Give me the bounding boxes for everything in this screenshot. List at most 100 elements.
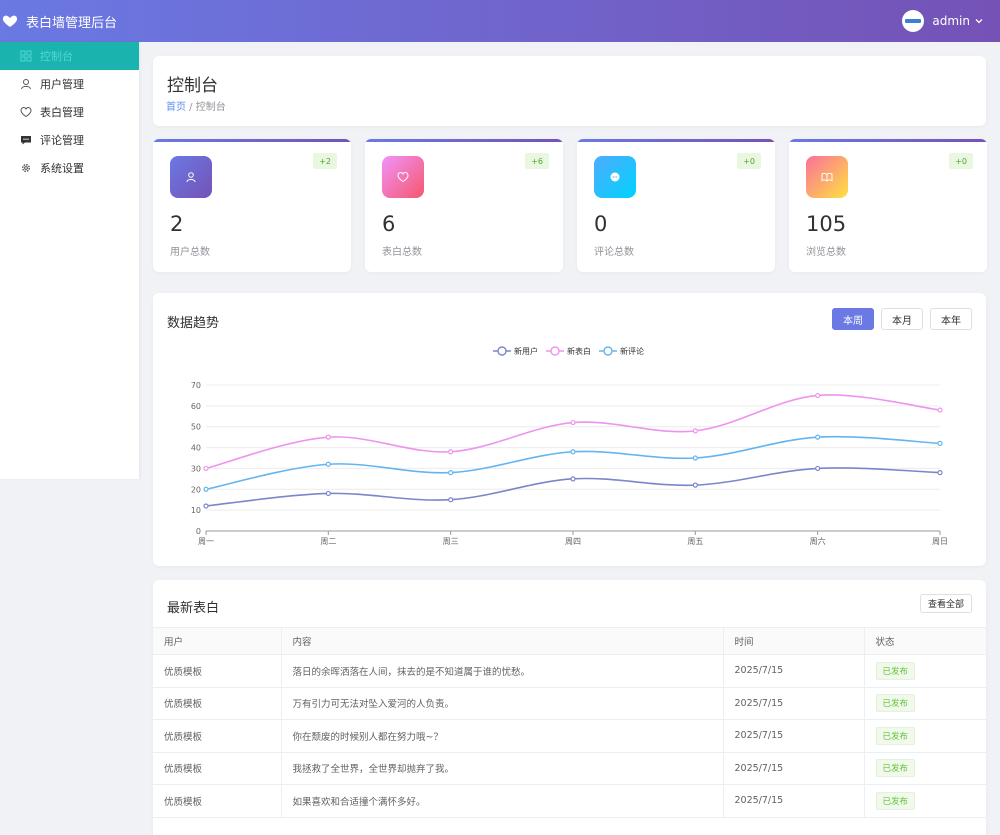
gear-icon [20, 162, 32, 174]
sidebar-item-label: 评论管理 [40, 134, 84, 147]
stat-card-views: +0 105 浏览总数 [789, 139, 987, 272]
data-point [325, 434, 331, 440]
cell-time: 2025/7/15 [722, 752, 864, 785]
stat-label: 表白总数 [382, 247, 422, 258]
y-tick-label: 20 [191, 485, 201, 494]
brand[interactable]: 表白墙管理后台 [2, 0, 117, 42]
status-badge: 已发布 [875, 726, 916, 745]
trend-line-chart: 0 10 20 30 40 50 60 70 周一 周二 周三 周四 周五 周六 周日 新用户 新表白 新评论 [191, 346, 948, 546]
trend-chart-card: 0 10 20 30 40 50 60 70 周一 周二 周三 周四 周五 周六 周日 新用户 新表白 新评论 数… [153, 293, 986, 566]
cell-time: 2025/7/15 [722, 687, 864, 720]
top-header: 表白墙管理后台 admin [0, 0, 1000, 42]
y-tick-label: 10 [191, 506, 201, 515]
status-badge: 已发布 [875, 661, 916, 680]
cell-content: 如果喜欢和合适撞个满怀多好。 [280, 784, 723, 818]
cell-time: 2025/7/15 [722, 784, 864, 818]
cell-status: 已发布 [863, 654, 986, 688]
stat-card-comments: +0 0 评论总数 [577, 139, 775, 272]
heart-icon [20, 106, 32, 118]
data-point [570, 449, 576, 455]
legend-label: 新用户 [514, 346, 538, 356]
username[interactable]: admin [932, 14, 970, 28]
stat-delta: +2 [313, 153, 337, 169]
table-row[interactable]: 优质模板 落日的余晖洒落在人间，抹去的是不知道属于谁的忧愁。 2025/7/15… [153, 654, 986, 688]
range-month-button[interactable]: 本月 [881, 308, 923, 330]
avatar[interactable] [902, 10, 925, 32]
sidebar-item-label: 表白管理 [40, 106, 84, 119]
sidebar: 控制台 用户管理 表白管理 评论管理 系统设置 [0, 42, 139, 479]
sidebar-item-dashboard[interactable]: 控制台 [0, 42, 139, 70]
sidebar-item-comments[interactable]: 评论管理 [0, 126, 139, 154]
data-point [203, 503, 209, 509]
x-tick-label: 周三 [443, 537, 459, 546]
page-header-card: 控制台 [153, 56, 986, 126]
x-tick-label: 周四 [565, 537, 581, 546]
legend-swatch-marker [603, 346, 613, 356]
stat-label: 浏览总数 [806, 247, 846, 258]
cell-user: 优质模板 [153, 719, 281, 753]
x-tick-label: 周五 [687, 537, 703, 546]
table-header-row: 用户 内容 时间 状态 [153, 627, 986, 655]
y-tick-label: 70 [191, 381, 201, 390]
table-row[interactable]: 优质模板 万有引力可无法对坠入爱河的人负责。 2025/7/15 已发布 [153, 687, 986, 720]
data-point [203, 486, 209, 492]
x-tick-label: 周二 [320, 537, 336, 546]
table-row[interactable]: 优质模板 我拯救了全世界，全世界却抛弃了我。 2025/7/15 已发布 [153, 752, 986, 785]
data-point [815, 465, 821, 472]
page-title: 控制台 [167, 76, 218, 96]
data-point [570, 419, 576, 426]
legend-swatch-marker [550, 346, 560, 356]
range-week-button[interactable]: 本周 [832, 308, 874, 330]
data-point [815, 392, 821, 399]
view-all-button[interactable]: 查看全部 [919, 594, 972, 613]
cell-user: 优质模板 [153, 687, 281, 720]
table-row[interactable]: 优质模板 如果喜欢和合适撞个满怀多好。 2025/7/15 已发布 [153, 784, 986, 818]
stat-label: 用户总数 [170, 247, 210, 258]
cell-user: 优质模板 [153, 752, 281, 785]
breadcrumb-current: 控制台 [195, 102, 226, 113]
y-tick-label: 40 [191, 444, 201, 453]
y-tick-label: 60 [191, 402, 201, 411]
legend-swatch-marker [497, 346, 507, 356]
dashboard-icon [20, 50, 32, 62]
breadcrumb: 首页 / 控制台 [166, 98, 226, 113]
cell-content: 落日的余晖洒落在人间，抹去的是不知道属于谁的忧愁。 [280, 654, 723, 688]
user-menu[interactable]: admin [902, 0, 984, 42]
data-point [937, 440, 943, 446]
data-point [815, 434, 821, 440]
data-point [325, 461, 331, 467]
cell-content: 我拯救了全世界，全世界却抛弃了我。 [280, 752, 723, 785]
status-badge: 已发布 [875, 759, 916, 778]
user-icon [170, 156, 212, 198]
data-point [692, 455, 698, 461]
cell-status: 已发布 [863, 752, 986, 785]
breadcrumb-separator: / [186, 102, 196, 113]
chevron-down-icon[interactable] [974, 16, 984, 26]
y-tick-label: 0 [196, 527, 201, 536]
stat-delta: +0 [737, 153, 761, 169]
x-tick-label: 周六 [810, 536, 826, 546]
x-tick-label: 周日 [932, 537, 948, 546]
cell-time: 2025/7/15 [722, 654, 864, 688]
stat-card-users: +2 2 用户总数 [153, 139, 351, 272]
breadcrumb-home[interactable]: 首页 [166, 102, 186, 113]
comment-icon [594, 156, 636, 198]
range-year-button[interactable]: 本年 [930, 308, 972, 330]
sidebar-item-confessions[interactable]: 表白管理 [0, 98, 139, 126]
table-row[interactable]: 优质模板 你在颓废的时候别人都在努力哦~？ 2025/7/15 已发布 [153, 719, 986, 753]
latest-confessions-card: 最新表白 查看全部 用户 内容 时间 状态 优质模板 落日的余晖洒落在人间，抹去… [153, 580, 986, 835]
sidebar-item-settings[interactable]: 系统设置 [0, 154, 139, 182]
stat-card-confessions: +6 6 表白总数 [365, 139, 563, 272]
data-point [937, 407, 943, 413]
comment-icon [20, 134, 32, 146]
data-point [937, 470, 943, 476]
user-icon [20, 78, 32, 90]
data-point [325, 490, 331, 497]
cell-time: 2025/7/15 [722, 719, 864, 753]
legend-label: 新评论 [620, 346, 644, 356]
sidebar-item-users[interactable]: 用户管理 [0, 70, 139, 98]
cell-user: 优质模板 [153, 784, 281, 818]
cell-content: 你在颓废的时候别人都在努力哦~？ [280, 719, 723, 753]
confessions-table: 用户 内容 时间 状态 优质模板 落日的余晖洒落在人间，抹去的是不知道属于谁的忧… [153, 627, 986, 818]
cell-status: 已发布 [863, 687, 986, 720]
